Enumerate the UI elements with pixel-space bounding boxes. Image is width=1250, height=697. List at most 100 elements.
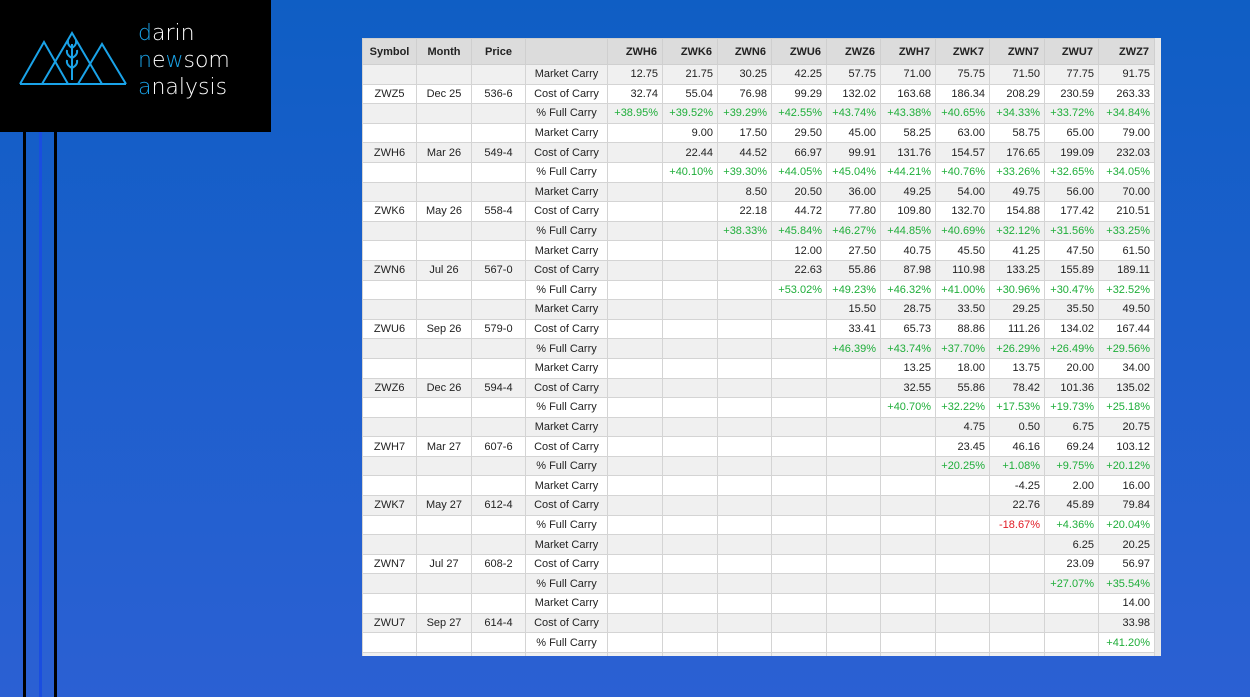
value-cell	[880, 514, 936, 536]
value-cell	[771, 534, 827, 555]
value-cell	[662, 436, 718, 457]
column-header: ZWN7	[989, 38, 1045, 65]
value-cell: 154.88	[989, 201, 1045, 222]
month-cell	[416, 475, 472, 497]
value-cell: 13.25	[880, 357, 936, 379]
value-cell	[607, 299, 663, 320]
table-header-row: Symbol Month Price ZWH6 ZWK6 ZWN6 ZWU6 ZWZ6 ZWH7…	[362, 38, 1155, 65]
table-row: % Full Carry +41.20%	[362, 632, 1155, 653]
value-cell	[662, 201, 718, 222]
value-cell	[662, 259, 718, 281]
value-cell: 33.50	[935, 299, 990, 320]
table-row: % Full Carry +53.02% +49.23% +46.32% +41.00%…	[362, 279, 1155, 301]
value-cell: 22.76	[989, 495, 1045, 516]
row-label-cell: Market Carry	[525, 593, 608, 614]
value-cell: 22.18	[717, 201, 772, 222]
value-cell	[880, 632, 936, 653]
logo-wordmark: darin newsom analysis	[138, 20, 230, 101]
value-cell	[880, 495, 936, 516]
value-cell: 49.50	[1098, 299, 1155, 320]
value-cell	[826, 397, 881, 418]
value-cell: 16.00	[1098, 475, 1155, 497]
value-cell: 32.55	[880, 377, 936, 399]
value-cell: +41.00%	[935, 279, 990, 301]
value-cell	[826, 455, 881, 477]
price-cell: 558-4	[471, 201, 526, 222]
value-cell: +39.29%	[717, 103, 772, 124]
value-cell	[717, 495, 772, 516]
row-label-cell: Market Carry	[525, 357, 608, 379]
price-cell	[471, 240, 526, 261]
value-cell: 14.00	[1098, 593, 1155, 614]
row-label-cell: % Full Carry	[525, 103, 608, 124]
value-cell	[717, 318, 772, 340]
row-label-cell: % Full Carry	[525, 397, 608, 418]
value-cell	[771, 397, 827, 418]
logo: darin newsom analysis	[0, 0, 271, 132]
value-cell: 58.25	[880, 122, 936, 144]
price-cell	[471, 357, 526, 379]
value-cell: 189.11	[1098, 259, 1155, 281]
column-header	[525, 38, 608, 65]
value-cell	[662, 357, 718, 379]
value-cell: 65.73	[880, 318, 936, 340]
value-cell	[607, 377, 663, 399]
value-cell	[771, 514, 827, 536]
value-cell: 55.86	[935, 377, 990, 399]
value-cell	[717, 553, 772, 575]
value-cell: 263.33	[1098, 83, 1155, 105]
value-cell: 21.75	[662, 64, 718, 85]
symbol-cell	[362, 181, 417, 203]
value-cell: 110.98	[935, 259, 990, 281]
logo-letter: n	[138, 48, 152, 73]
value-cell: 32.74	[607, 83, 663, 105]
row-label-cell: Market Carry	[525, 240, 608, 261]
value-cell	[989, 593, 1045, 614]
column-header: ZWZ6	[826, 38, 881, 65]
value-cell: 71.00	[880, 64, 936, 85]
value-cell	[880, 651, 936, 656]
value-cell	[826, 632, 881, 653]
column-header: Price	[471, 38, 526, 65]
value-cell	[826, 377, 881, 399]
value-cell	[362, 651, 417, 656]
row-label-cell: Cost of Carry	[525, 259, 608, 281]
table-row: ZWH7 Mar 27 607-6 Cost of Carry 23.45 46.16 69…	[362, 436, 1155, 457]
value-cell	[662, 416, 718, 438]
month-cell	[416, 416, 472, 438]
value-cell: +45.84%	[771, 220, 827, 242]
value-cell	[771, 357, 827, 379]
month-cell	[416, 240, 472, 261]
value-cell	[525, 651, 608, 656]
value-cell	[771, 495, 827, 516]
value-cell	[880, 612, 936, 634]
price-cell	[471, 338, 526, 359]
row-label-cell: Cost of Carry	[525, 83, 608, 105]
value-cell: +30.47%	[1044, 279, 1099, 301]
value-cell	[662, 240, 718, 261]
value-cell: 22.63	[771, 259, 827, 281]
row-label-cell: Market Carry	[525, 416, 608, 438]
value-cell: 69.24	[1044, 436, 1099, 457]
value-cell: 186.34	[935, 83, 990, 105]
table-row: ZWN6 Jul 26 567-0 Cost of Carry 22.63 55.86 87…	[362, 259, 1155, 281]
value-cell: +43.38%	[880, 103, 936, 124]
value-cell: 61.50	[1098, 240, 1155, 261]
value-cell: +30.96%	[989, 279, 1045, 301]
value-cell	[662, 514, 718, 536]
month-cell	[416, 161, 472, 183]
value-cell: +44.85%	[880, 220, 936, 242]
month-cell: Sep 27	[416, 612, 472, 634]
value-cell: 41.25	[989, 240, 1045, 261]
column-header: ZWH7	[880, 38, 936, 65]
value-cell	[607, 259, 663, 281]
row-label-cell: Cost of Carry	[525, 436, 608, 457]
table-row: % Full Carry +38.95% +39.52% +39.29% +42.55%…	[362, 103, 1155, 124]
decorative-line	[23, 132, 26, 697]
value-cell: 208.29	[989, 83, 1045, 105]
value-cell	[662, 377, 718, 399]
value-cell: 63.00	[935, 122, 990, 144]
symbol-cell	[362, 573, 417, 595]
value-cell: +35.54%	[1098, 573, 1155, 595]
table-row: Market Carry 4.75 0.50 6.75 20.75	[362, 416, 1155, 438]
